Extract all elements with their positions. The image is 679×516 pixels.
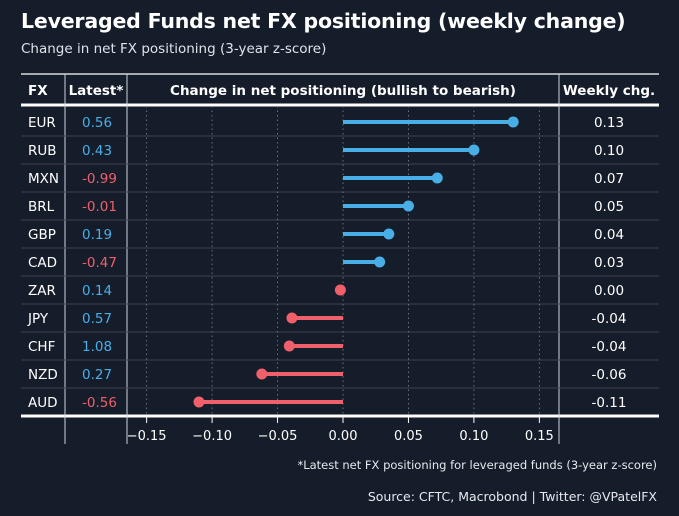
weekly-change-value: 0.05 <box>594 199 624 215</box>
lollipop-dot <box>193 396 205 408</box>
x-axis: −0.15 −0.10 −0.05 0.00 0.05 0.10 0.15 <box>127 417 554 444</box>
fx-label: MXN <box>28 171 59 187</box>
header-fx: FX <box>28 83 48 99</box>
lollipop-dot <box>286 312 298 324</box>
chart-title: Leveraged Funds net FX positioning (week… <box>21 9 626 33</box>
fx-label: ZAR <box>28 283 56 299</box>
weekly-change-value: -0.04 <box>592 311 627 327</box>
header-latest: Latest* <box>69 83 124 99</box>
lollipop-dot <box>334 284 346 296</box>
fx-label: JPY <box>27 311 49 327</box>
fx-label: CHF <box>28 339 55 355</box>
table-rows: EUR 0.56 0.13 RUB 0.43 0.10 MXN -0.99 0.07 BRL -0.… <box>27 115 626 411</box>
lollipop-dot <box>507 116 519 128</box>
latest-value: -0.01 <box>82 199 117 215</box>
weekly-change-value: 0.13 <box>594 115 624 131</box>
lollipop-dot <box>374 256 386 268</box>
latest-value: 1.08 <box>82 339 112 355</box>
chart-subtitle: Change in net FX positioning (3-year z-s… <box>21 41 327 57</box>
x-tick-label: 0.10 <box>459 429 488 444</box>
x-tick-label: 0.05 <box>394 429 423 444</box>
latest-value: 0.56 <box>82 115 112 131</box>
fx-label: CAD <box>28 255 57 271</box>
latest-value: -0.99 <box>82 171 117 187</box>
table-row: NZD 0.27 -0.06 <box>28 367 626 383</box>
fx-label: GBP <box>28 227 56 243</box>
weekly-change-value: 0.00 <box>594 283 624 299</box>
table-row: MXN -0.99 0.07 <box>28 171 624 187</box>
lollipop-dot <box>468 144 480 156</box>
weekly-change-value: 0.07 <box>594 171 624 187</box>
table-row: JPY 0.57 -0.04 <box>27 311 626 327</box>
lollipop-dot <box>431 172 443 184</box>
fx-label: AUD <box>28 395 58 411</box>
table-row: AUD -0.56 -0.11 <box>28 395 626 411</box>
footnote: *Latest net FX positioning for leveraged… <box>297 458 657 472</box>
weekly-change-value: 0.03 <box>594 255 624 271</box>
table-row: EUR 0.56 0.13 <box>28 115 624 131</box>
table-row: CAD -0.47 0.03 <box>28 255 624 271</box>
fx-label: BRL <box>28 199 55 215</box>
header-change: Change in net positioning (bullish to be… <box>170 83 516 99</box>
latest-value: 0.57 <box>82 311 112 327</box>
fx-label: RUB <box>28 143 57 159</box>
lollipop-dot <box>256 368 268 380</box>
fx-label: EUR <box>28 115 56 131</box>
latest-value: 0.27 <box>82 367 112 383</box>
weekly-change-value: -0.04 <box>592 339 627 355</box>
x-tick-label: −0.10 <box>192 429 232 444</box>
weekly-change-value: -0.11 <box>592 395 627 411</box>
latest-value: -0.56 <box>82 395 117 411</box>
latest-value: -0.47 <box>82 255 117 271</box>
weekly-change-value: 0.10 <box>594 143 624 159</box>
latest-value: 0.19 <box>82 227 112 243</box>
table-row: GBP 0.19 0.04 <box>28 227 624 243</box>
header-weekly: Weekly chg. <box>563 83 655 99</box>
source-credit: Source: CFTC, Macrobond | Twitter: @VPat… <box>367 489 657 504</box>
latest-value: 0.43 <box>82 143 112 159</box>
x-tick-label: 0.15 <box>525 429 554 444</box>
lollipop-dot <box>402 200 414 212</box>
weekly-change-value: -0.06 <box>592 367 627 383</box>
fx-label: NZD <box>28 367 58 383</box>
x-tick-label: −0.05 <box>258 429 298 444</box>
x-tick-label: −0.15 <box>127 429 167 444</box>
table-row: ZAR 0.14 0.00 <box>28 283 624 299</box>
row-separators <box>21 135 659 389</box>
table-row: RUB 0.43 0.10 <box>28 143 624 159</box>
table-row: BRL -0.01 0.05 <box>28 199 624 215</box>
weekly-change-value: 0.04 <box>594 227 624 243</box>
x-tick-label: 0.00 <box>329 429 358 444</box>
latest-value: 0.14 <box>82 283 112 299</box>
table-row: CHF 1.08 -0.04 <box>28 339 626 355</box>
lollipop-dot <box>283 340 295 352</box>
lollipop-dot <box>383 228 395 240</box>
